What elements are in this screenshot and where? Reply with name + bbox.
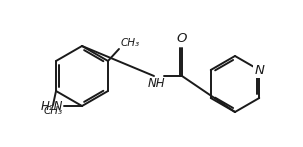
Text: O: O bbox=[177, 32, 187, 45]
Text: CH₃: CH₃ bbox=[121, 38, 140, 48]
Text: H₂N: H₂N bbox=[41, 100, 63, 112]
Text: CH₃: CH₃ bbox=[43, 106, 63, 116]
Text: NH: NH bbox=[148, 77, 166, 90]
Text: N: N bbox=[254, 64, 264, 76]
